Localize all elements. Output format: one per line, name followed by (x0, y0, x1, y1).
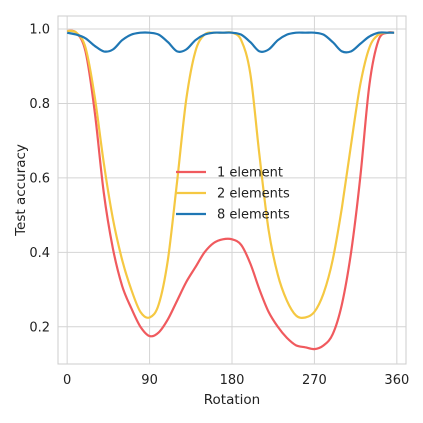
y-tick-label: 0.4 (29, 246, 50, 261)
x-tick-label: 90 (141, 373, 158, 388)
legend-label: 2 elements (217, 187, 290, 202)
series-line-3 (66, 31, 395, 54)
series-layer (66, 29, 395, 351)
x-tick-label: 360 (384, 373, 409, 388)
y-axis-label: Test accuracy (13, 144, 29, 237)
series-line-1 (66, 29, 395, 351)
x-tick-label: 270 (302, 373, 327, 388)
x-tick-label: 180 (220, 373, 245, 388)
y-tick-label: 0.6 (29, 171, 50, 186)
legend-label: 8 elements (217, 208, 290, 223)
legend: 1 element 2 elements 8 elements (176, 166, 290, 223)
x-axis-label: Rotation (204, 392, 260, 408)
y-tick-label: 0.8 (29, 97, 50, 112)
legend-label: 1 element (217, 166, 283, 181)
y-tick-label: 0.2 (29, 320, 50, 335)
ticks: 0 90 180 270 360 0.2 0.4 0.6 0.8 1.0 (29, 23, 409, 388)
x-tick-label: 0 (63, 373, 71, 388)
grid (58, 16, 406, 364)
y-tick-label: 1.0 (29, 23, 50, 38)
